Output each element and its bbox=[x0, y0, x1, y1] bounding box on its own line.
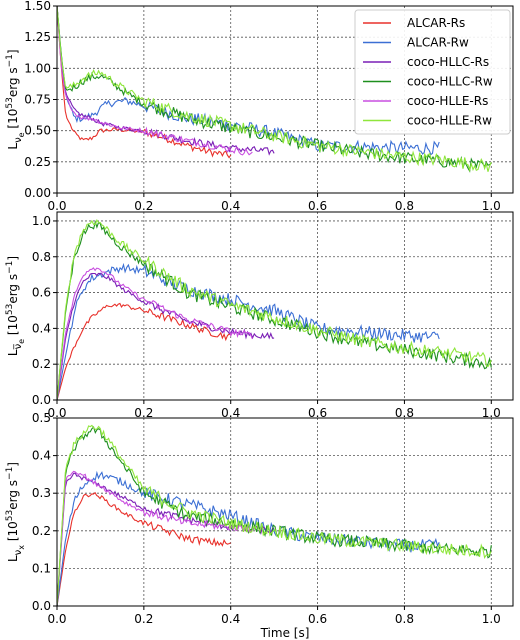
y-axis-label: Lν̅e [1053erg s−1] bbox=[5, 256, 26, 356]
plot-frame bbox=[56, 211, 514, 401]
y-tick-label: 0.25 bbox=[24, 155, 51, 169]
series-line-coco-hllc-rw bbox=[57, 426, 492, 606]
series-line-coco-hlle-rw bbox=[57, 6, 492, 173]
x-axis-label: Time [s] bbox=[260, 626, 310, 640]
panel-1: 0.00 0.25 0.50 0.75 1.00 1.25 1.50 0.0 0.2 0.4 0.6… bbox=[5, 0, 514, 213]
plot-frame bbox=[56, 417, 514, 607]
y-tick-label: 0.1 bbox=[32, 561, 51, 575]
x-tick-label: 0.6 bbox=[308, 612, 327, 626]
legend-label: coco-HLLE-Rs bbox=[407, 94, 488, 108]
x-tick-label: 0.6 bbox=[308, 199, 327, 213]
x-tick-label: 0.0 bbox=[47, 406, 66, 420]
series-line-coco-hlle-rs bbox=[57, 470, 253, 606]
legend-label: ALCAR-Rw bbox=[407, 36, 469, 50]
y-tick-label: 0.4 bbox=[32, 449, 51, 463]
y-tick-label: 0.8 bbox=[32, 250, 51, 264]
panel-3: 0.0 0.1 0.2 0.3 0.4 0.5 0.0 0.2 0.4 0.6 0.8 1.0 Lνx … bbox=[5, 411, 514, 640]
panel-2: 0.0 0.2 0.4 0.6 0.8 1.0 0.0 0.2 0.4 0.6 0.8 1.0 Lν̅e… bbox=[5, 211, 514, 420]
series-line-coco-hlle-rs bbox=[57, 6, 253, 156]
x-tick-label: 1.0 bbox=[482, 406, 501, 420]
y-tick-label: 0.00 bbox=[24, 186, 51, 200]
series-line-coco-hlle-rs bbox=[57, 267, 253, 400]
series-line-coco-hlle-rw bbox=[57, 424, 492, 606]
x-tick-label: 0.2 bbox=[134, 406, 153, 420]
series-line-alcar-rs bbox=[57, 491, 231, 606]
y-tick-label: 0.2 bbox=[32, 524, 51, 538]
series-line-alcar-rs bbox=[57, 6, 232, 159]
y-tick-label: 0.75 bbox=[24, 93, 51, 107]
legend-label: coco-HLLC-Rw bbox=[407, 75, 493, 89]
x-tick-label: 1.0 bbox=[482, 612, 501, 626]
y-tick-label: 0.0 bbox=[32, 599, 51, 613]
x-tick-label: 0.2 bbox=[134, 612, 153, 626]
x-tick-label: 0.8 bbox=[395, 406, 414, 420]
y-tick-label: 1.0 bbox=[32, 214, 51, 228]
x-tick-label: 0.8 bbox=[395, 199, 414, 213]
y-axis-label: Lνe [1053erg s−1] bbox=[5, 49, 26, 149]
y-tick-label: 0.4 bbox=[32, 321, 51, 335]
series-line-alcar-rw bbox=[57, 262, 440, 400]
y-tick-label: 1.25 bbox=[24, 30, 51, 44]
series-line-alcar-rw bbox=[57, 6, 440, 156]
y-axis-label: Lνx [1053erg s−1] bbox=[5, 462, 26, 562]
y-tick-label: 1.00 bbox=[24, 61, 51, 75]
x-tick-label: 0.8 bbox=[395, 612, 414, 626]
y-tick-label: 1.50 bbox=[24, 0, 51, 13]
x-tick-label: 0.0 bbox=[47, 199, 66, 213]
legend-box bbox=[354, 9, 511, 135]
legend-label: coco-HLLC-Rs bbox=[407, 55, 489, 69]
y-tick-label: 0.5 bbox=[32, 411, 51, 425]
x-tick-label: 0.4 bbox=[221, 406, 240, 420]
x-tick-label: 0.2 bbox=[134, 199, 153, 213]
x-tick-label: 0.4 bbox=[221, 612, 240, 626]
y-tick-label: 0.6 bbox=[32, 286, 51, 300]
series-line-alcar-rs bbox=[57, 302, 232, 400]
series-group bbox=[57, 219, 492, 400]
x-tick-label: 1.0 bbox=[482, 199, 501, 213]
y-tick-label: 0.3 bbox=[32, 486, 51, 500]
series-line-coco-hllc-rw bbox=[57, 220, 492, 400]
series-group bbox=[57, 424, 492, 606]
x-tick-label: 0.4 bbox=[221, 199, 240, 213]
legend-label: ALCAR-Rs bbox=[407, 16, 465, 30]
x-tick-label: 0.6 bbox=[308, 406, 327, 420]
series-group bbox=[57, 6, 492, 173]
series-line-coco-hlle-rw bbox=[57, 219, 492, 400]
y-tick-label: 0.50 bbox=[24, 124, 51, 138]
legend: ALCAR-Rs ALCAR-Rw coco-HLLC-Rs coco-HLLC-Rw… bbox=[354, 9, 511, 135]
x-tick-label: 0.0 bbox=[47, 612, 66, 626]
legend-label: coco-HLLE-Rw bbox=[407, 114, 492, 128]
y-tick-label: 0.2 bbox=[32, 357, 51, 371]
y-tick-label: 0.0 bbox=[32, 393, 51, 407]
